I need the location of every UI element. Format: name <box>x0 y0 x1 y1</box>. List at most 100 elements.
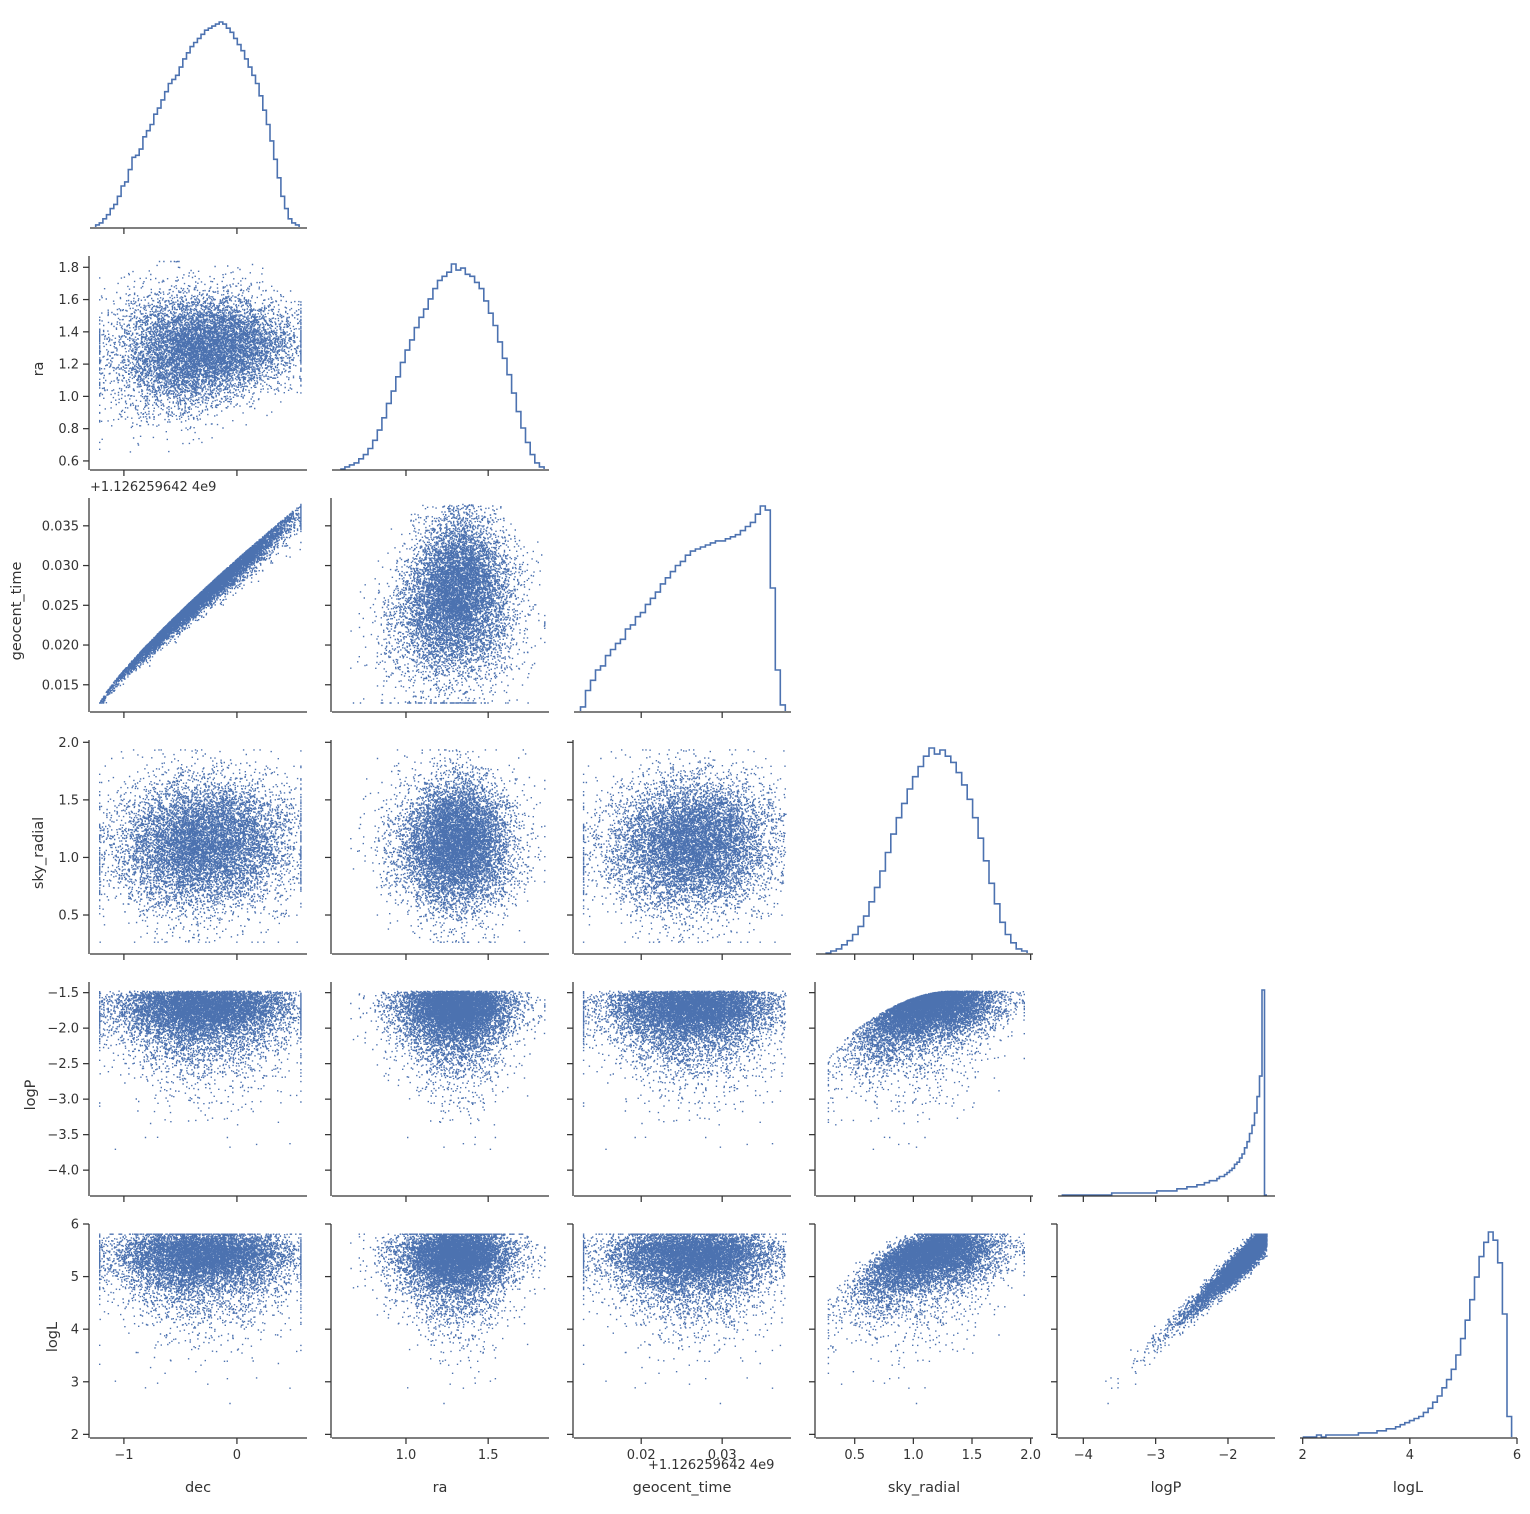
panel-logL-vs-ra: 1.0 1.5 <box>325 1223 549 1463</box>
x-tick-label: −4 <box>1074 1448 1093 1463</box>
x-axis-labels: dec ra geocent_time sky_radial logP logL <box>185 1480 1423 1496</box>
x-tick-label: 1.0 <box>396 1448 417 1463</box>
y-tick-label: 0.5 <box>58 909 79 924</box>
x-tick-label: −1 <box>114 1448 133 1463</box>
xlabel-dec: dec <box>185 1480 211 1496</box>
y-tick-label: 1.5 <box>58 793 79 808</box>
panel-ra-vs-ra <box>332 263 549 476</box>
panel-logL-vs-sky_radial: 0.5 1.0 1.5 2.0 <box>809 1223 1041 1463</box>
x-tick-label: 4 <box>1406 1448 1414 1463</box>
x-offset-text-geocent-time: +1.126259642 4e9 <box>648 1458 774 1473</box>
xlabel-sky-radial: sky_radial <box>888 1480 960 1496</box>
y-tick-label: 0.015 <box>42 678 79 693</box>
x-tick-label: 0.03 <box>708 1448 737 1463</box>
y-tick-label: 0.025 <box>42 599 79 614</box>
x-tick-label: 6 <box>1513 1448 1521 1463</box>
scatter-points-logL-vs-logP <box>1105 1233 1268 1405</box>
x-tick-label: 1.5 <box>478 1448 499 1463</box>
y-tick-label: 1.6 <box>58 293 79 308</box>
xlabel-geocent-time: geocent_time <box>633 1480 732 1496</box>
panel-logL-vs-logL: 2 4 6 <box>1299 1231 1521 1463</box>
scatter-points-logP-vs-geocent_time <box>582 990 787 1150</box>
scatter-points-logP-vs-sky_radial <box>827 990 1025 1150</box>
panel-logP-vs-geocent_time <box>567 982 791 1202</box>
panel-geocent_time-vs-geocent_time <box>574 505 791 718</box>
histogram-sky_radial <box>825 747 1028 954</box>
scatter-points-geocent_time-vs-dec <box>99 503 302 704</box>
scatter-points-sky_radial-vs-dec <box>99 749 302 943</box>
panels: 0.60.81.01.21.41.61.80.0150.0200.0250.03… <box>42 21 1521 1463</box>
scatter-points-sky_radial-vs-ra <box>350 749 546 943</box>
y-tick-label: 3 <box>71 1375 79 1390</box>
x-tick-label: 0 <box>233 1448 241 1463</box>
x-tick-label: 2.0 <box>1020 1448 1041 1463</box>
y-axis-labels: ra geocent_time sky_radial logP logL <box>9 362 61 1353</box>
panel-logL-vs-geocent_time: 0.02 0.03 <box>567 1223 791 1463</box>
panel-logL-vs-logP: −4 −3 −2 <box>1051 1223 1275 1463</box>
panel-logP-vs-logP <box>1058 989 1275 1202</box>
panel-geocent_time-vs-ra <box>325 498 549 718</box>
x-tick-label: 2 <box>1299 1448 1307 1463</box>
panel-logL-vs-dec: −1 0 2 3 4 5 6 <box>71 1218 307 1463</box>
histogram-ra <box>340 263 545 470</box>
ylabel-logP: logP <box>23 1079 39 1110</box>
y-tick-label: 1.8 <box>58 261 79 276</box>
y-tick-label: −3.5 <box>47 1128 79 1143</box>
panel-sky_radial-vs-ra <box>325 740 549 960</box>
x-tick-label: 0.5 <box>844 1448 865 1463</box>
x-tick-label: −3 <box>1146 1448 1165 1463</box>
scatter-points-sky_radial-vs-geocent_time <box>582 749 787 943</box>
y-tick-label: 0.030 <box>42 559 79 574</box>
y-tick-label: 1.2 <box>58 358 79 373</box>
x-tick-label: −2 <box>1218 1448 1237 1463</box>
y-tick-label: −4.0 <box>47 1164 79 1179</box>
panel-logP-vs-ra <box>325 982 549 1202</box>
y-tick-label: 6 <box>71 1218 79 1233</box>
x-tick-label: 1.5 <box>962 1448 983 1463</box>
histogram-logP <box>1061 989 1267 1196</box>
panel-sky_radial-vs-sky_radial <box>816 747 1033 960</box>
scatter-points-logL-vs-ra <box>350 1233 546 1405</box>
y-tick-label: 0.8 <box>58 422 79 437</box>
panel-sky_radial-vs-geocent_time <box>567 740 791 960</box>
panel-sky_radial-vs-dec: 0.5 1.0 1.5 2.0 <box>58 736 307 960</box>
scatter-points-ra-vs-dec <box>99 260 302 453</box>
histogram-logL <box>1302 1231 1513 1438</box>
y-tick-label: 0.6 <box>58 454 79 469</box>
y-tick-label: 0.020 <box>42 639 79 654</box>
xlabel-logL: logL <box>1393 1480 1423 1496</box>
xlabel-logP: logP <box>1151 1480 1182 1496</box>
y-tick-label: 5 <box>71 1270 79 1285</box>
ylabel-geocent-time: geocent_time <box>9 562 25 661</box>
y-tick-label: 1.0 <box>58 390 79 405</box>
y-tick-label: 2.0 <box>58 736 79 751</box>
scatter-points-logP-vs-ra <box>350 990 546 1150</box>
y-offset-text-geocent-time: +1.126259642 4e9 <box>90 480 216 495</box>
y-tick-label: −2.5 <box>47 1057 79 1072</box>
scatter-points-logL-vs-dec <box>99 1233 302 1405</box>
panel-logP-vs-sky_radial <box>809 982 1033 1202</box>
x-tick-label: 0.02 <box>627 1448 656 1463</box>
panel-ra-vs-dec: 0.6 0.8 1.0 1.2 1.4 1.6 1.8 <box>58 256 307 476</box>
panel-dec-vs-dec <box>90 21 307 234</box>
histogram-dec <box>94 21 300 227</box>
panel-logP-vs-dec: −4.0 −3.5 −3.0 −2.5 −2.0 −1.5 <box>47 982 307 1202</box>
xlabel-ra: ra <box>433 1480 448 1496</box>
y-tick-label: −3.0 <box>47 1093 79 1108</box>
y-tick-label: 4 <box>71 1323 79 1338</box>
y-tick-label: −1.5 <box>47 986 79 1001</box>
panel-geocent_time-vs-dec: 0.015 0.020 0.025 0.030 0.035 <box>42 498 307 718</box>
y-tick-label: 0.035 <box>42 519 79 534</box>
ylabel-ra: ra <box>31 362 47 377</box>
x-tick-label: 1.0 <box>903 1448 924 1463</box>
scatter-points-logP-vs-dec <box>99 990 302 1150</box>
scatter-points-logL-vs-sky_radial <box>827 1233 1025 1405</box>
histogram-geocent_time <box>579 505 787 711</box>
scatter-points-geocent_time-vs-ra <box>350 503 546 704</box>
y-tick-label: 1.0 <box>58 851 79 866</box>
ylabel-sky-radial: sky_radial <box>31 817 47 889</box>
scatter-points-logL-vs-geocent_time <box>582 1233 787 1405</box>
y-tick-label: 2 <box>71 1428 79 1443</box>
ylabel-logL: logL <box>45 1322 61 1352</box>
